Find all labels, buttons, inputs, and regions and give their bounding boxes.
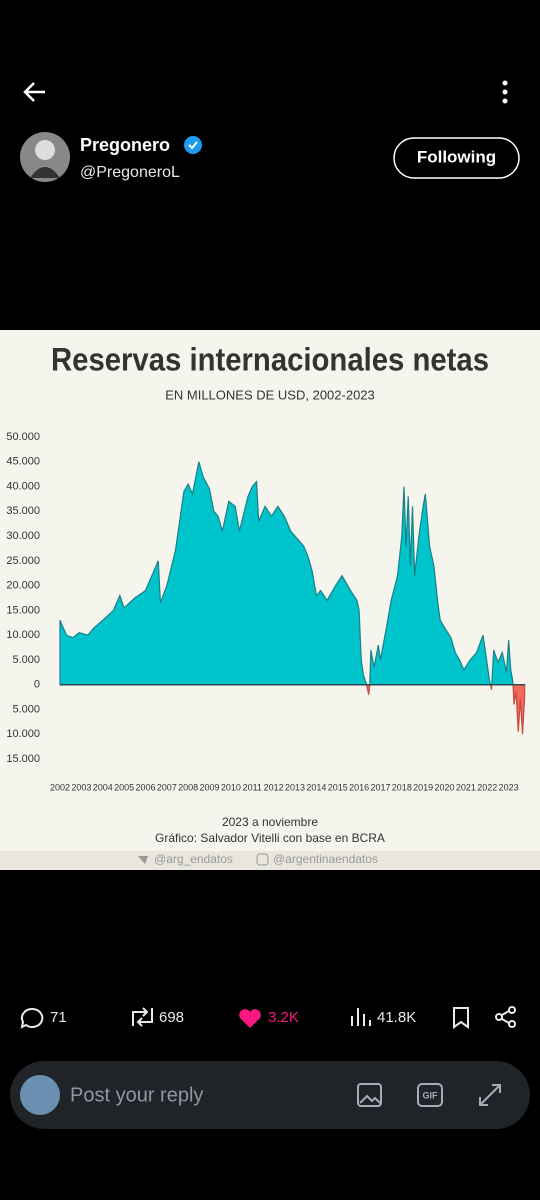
repost-icon[interactable] xyxy=(132,1007,153,1027)
views-icon[interactable] xyxy=(351,1008,371,1026)
more-button[interactable] xyxy=(502,80,508,104)
bookmark-icon[interactable] xyxy=(453,1007,469,1029)
x-tick-label: 2013 xyxy=(285,782,305,792)
expand-button[interactable] xyxy=(479,1084,501,1106)
reply-count: 71 xyxy=(50,1009,67,1026)
x-tick-label: 2003 xyxy=(71,782,91,792)
y-tick-label: 0 xyxy=(34,679,40,691)
x-tick-label: 2021 xyxy=(456,782,476,792)
reply-placeholder[interactable]: Post your reply xyxy=(70,1084,203,1106)
y-tick-label: 50.000 xyxy=(6,431,40,443)
y-tick-label: 40.000 xyxy=(6,480,40,492)
x-tick-label: 2012 xyxy=(264,782,284,792)
x-tick-label: 2011 xyxy=(243,782,262,792)
like-icon[interactable] xyxy=(239,1009,261,1028)
y-tick-label: 5.000 xyxy=(12,654,40,666)
reply-box[interactable] xyxy=(10,1061,530,1129)
twitter-handle: @arg_endatos xyxy=(154,852,233,866)
gif-button[interactable] xyxy=(417,1083,443,1107)
x-tick-label: 2005 xyxy=(114,782,134,792)
reply-icon[interactable] xyxy=(20,1007,44,1029)
chart-note: 2023 a noviembre xyxy=(222,815,318,829)
like-count: 3.2K xyxy=(268,1009,299,1026)
chart-subtitle: EN MILLONES DE USD, 2002-2023 xyxy=(165,387,375,402)
y-tick-label: 35.000 xyxy=(6,505,40,517)
back-button[interactable] xyxy=(23,82,45,102)
y-tick-label: 25.000 xyxy=(6,555,40,567)
view-count: 41.8K xyxy=(377,1009,416,1026)
instagram-handle: @argentinaendatos xyxy=(273,852,378,866)
repost-count: 698 xyxy=(159,1009,184,1026)
x-tick-label: 2014 xyxy=(306,782,326,792)
x-tick-label: 2006 xyxy=(135,782,155,792)
area-positive xyxy=(59,461,526,685)
follow-button-label[interactable]: Following xyxy=(417,147,496,166)
y-tick-label: 10.000 xyxy=(6,629,40,641)
x-tick-label: 2018 xyxy=(392,782,412,792)
follow-button[interactable] xyxy=(393,137,520,179)
y-tick-label: 20.000 xyxy=(6,580,40,592)
share-icon[interactable] xyxy=(495,1006,516,1028)
user-name[interactable]: Pregonero xyxy=(80,135,170,155)
x-tick-label: 2002 xyxy=(50,782,70,792)
y-tick-label: 10.000 xyxy=(6,728,40,740)
x-tick-label: 2020 xyxy=(435,782,455,792)
x-tick-label: 2016 xyxy=(349,782,369,792)
user-handle: @PregoneroL xyxy=(80,164,180,181)
y-tick-label: 15.000 xyxy=(6,753,40,765)
image-button[interactable] xyxy=(357,1083,382,1107)
x-tick-label: 2015 xyxy=(328,782,348,792)
y-tick-label: 30.000 xyxy=(6,530,40,542)
x-tick-label: 2023 xyxy=(499,782,519,792)
x-tick-label: 2009 xyxy=(200,782,220,792)
my-avatar xyxy=(20,1075,60,1115)
svg-text:GIF: GIF xyxy=(423,1090,439,1100)
verified-badge xyxy=(184,136,202,154)
x-tick-label: 2019 xyxy=(413,782,433,792)
chart-source: Gráfico: Salvador Vitelli con base en BC… xyxy=(155,831,385,845)
y-tick-label: 15.000 xyxy=(6,604,40,616)
x-tick-label: 2007 xyxy=(157,782,177,792)
x-tick-label: 2004 xyxy=(93,782,113,792)
y-tick-label: 5.000 xyxy=(12,703,40,715)
x-tick-label: 2010 xyxy=(221,782,241,792)
x-tick-label: 2017 xyxy=(370,782,390,792)
x-tick-label: 2008 xyxy=(178,782,198,792)
y-tick-label: 45.000 xyxy=(6,456,40,468)
x-tick-label: 2022 xyxy=(477,782,497,792)
chart-title: Reservas internacionales netas xyxy=(51,341,489,377)
